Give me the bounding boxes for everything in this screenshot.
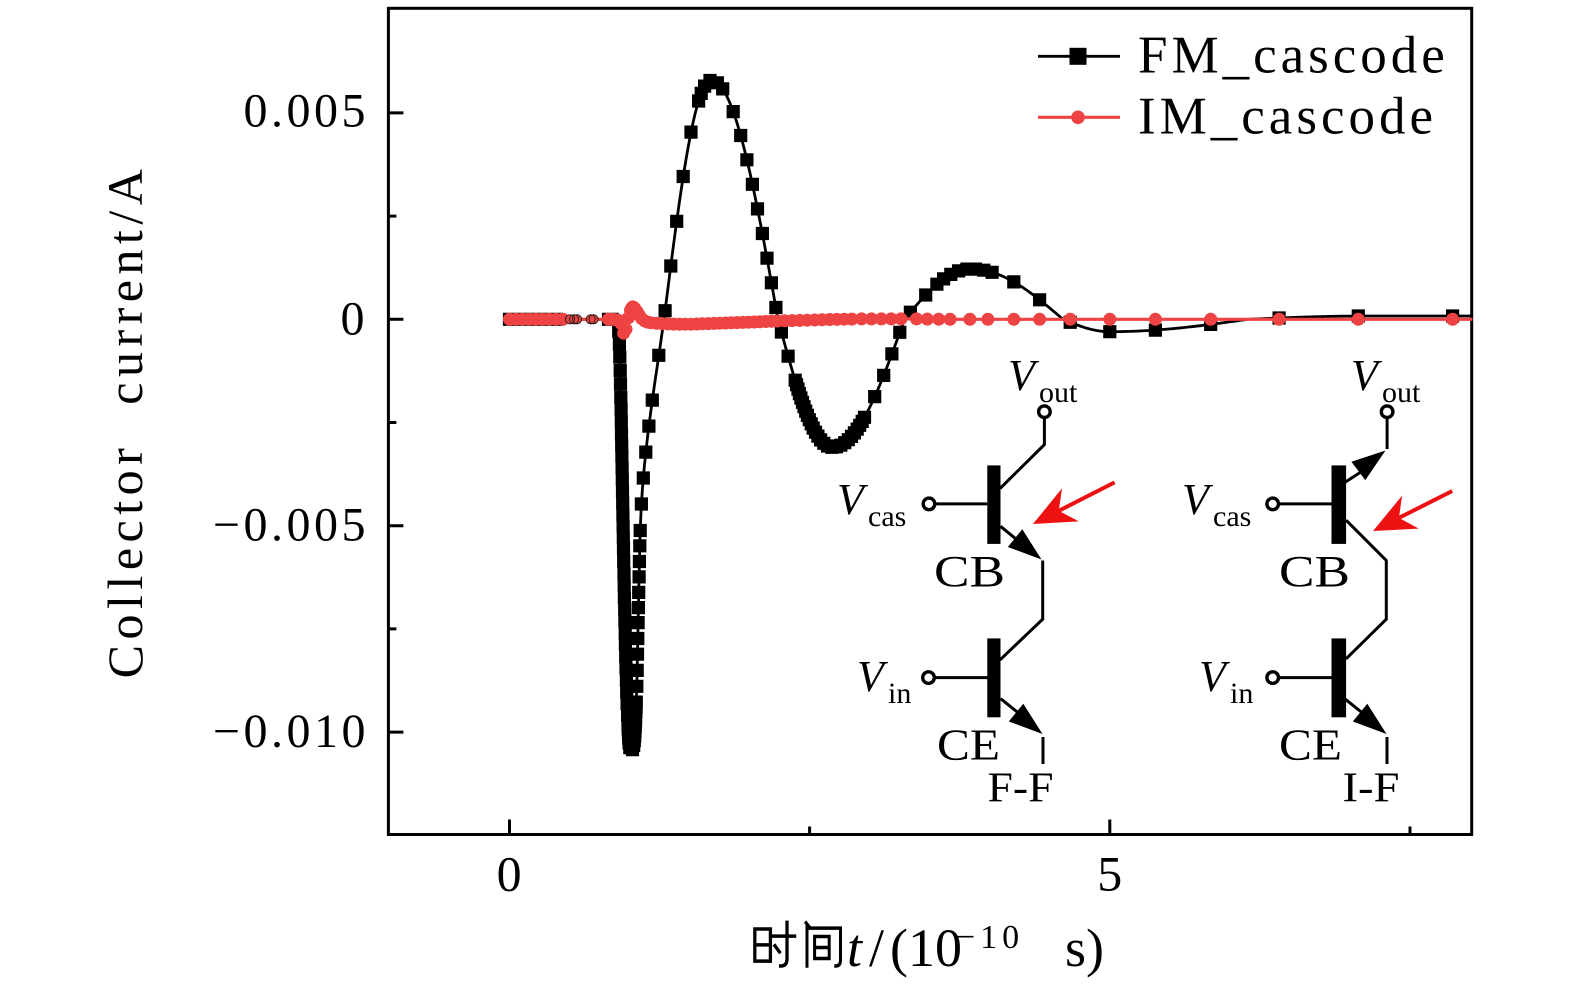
svg-text:V: V	[857, 652, 889, 701]
svg-text:out: out	[1039, 376, 1078, 409]
svg-text:5: 5	[1097, 846, 1122, 902]
svg-text:/: /	[869, 918, 884, 978]
svg-text:0: 0	[497, 846, 522, 902]
svg-text:−0.005: −0.005	[213, 499, 369, 552]
svg-text:in: in	[1230, 677, 1253, 710]
svg-text:out: out	[1382, 376, 1421, 409]
svg-text:V: V	[837, 475, 869, 524]
svg-text:(10: (10	[890, 918, 962, 978]
svg-text:V: V	[1008, 351, 1040, 400]
svg-text:−10: −10	[956, 919, 1024, 956]
svg-text:I-F: I-F	[1343, 765, 1400, 811]
svg-text:CE: CE	[1279, 720, 1342, 769]
svg-text:F-F: F-F	[988, 765, 1054, 811]
svg-text:Collector current/A: Collector current/A	[97, 164, 153, 679]
svg-text:V: V	[1351, 351, 1383, 400]
svg-text:CB: CB	[934, 547, 1005, 596]
svg-text:V: V	[1199, 652, 1231, 701]
svg-text:CB: CB	[1279, 547, 1350, 596]
svg-text:V: V	[1182, 475, 1214, 524]
svg-text:0.005: 0.005	[244, 85, 370, 138]
svg-text:IM_cascode: IM_cascode	[1138, 88, 1437, 146]
svg-text:cas: cas	[868, 500, 906, 533]
svg-text:s): s)	[1065, 918, 1104, 978]
svg-text:CE: CE	[937, 720, 1000, 769]
svg-text:−0.010: −0.010	[213, 705, 369, 758]
svg-text:cas: cas	[1213, 500, 1251, 533]
svg-text:t: t	[847, 918, 864, 978]
svg-text:in: in	[888, 677, 911, 710]
svg-text:FM_cascode: FM_cascode	[1138, 27, 1449, 85]
svg-text:0: 0	[341, 292, 368, 345]
